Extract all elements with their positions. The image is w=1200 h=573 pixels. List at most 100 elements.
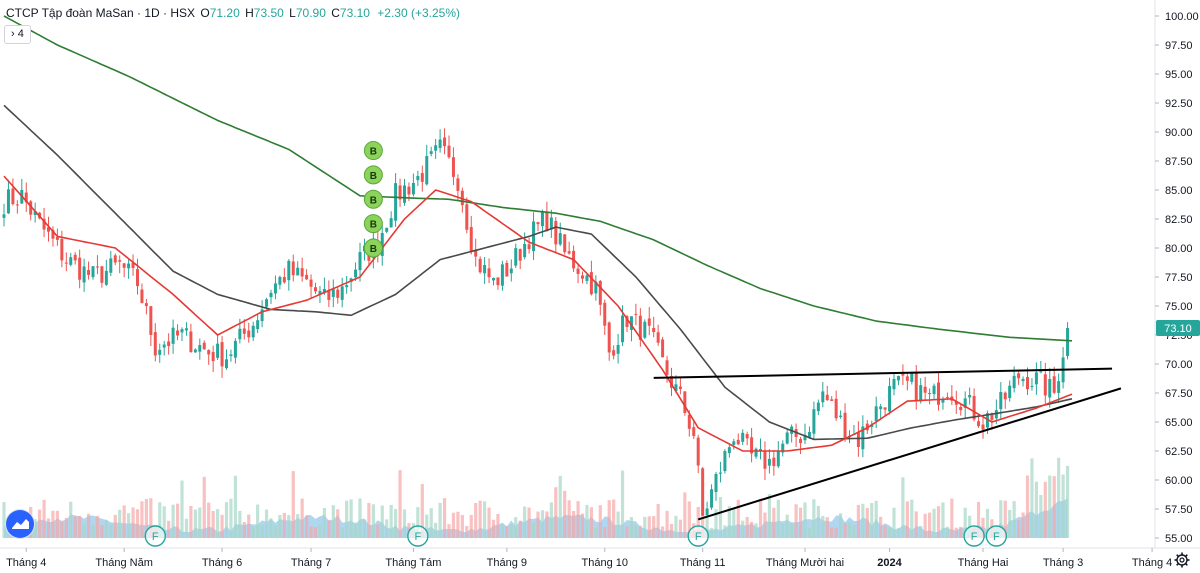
trendlines[interactable] <box>653 367 1122 521</box>
volume-bar <box>629 517 634 538</box>
trendline[interactable] <box>697 387 1122 521</box>
volume-bar <box>625 526 629 538</box>
candle-body <box>741 432 745 442</box>
candle-body <box>896 376 900 381</box>
candle-body <box>487 268 491 278</box>
candle-body <box>714 474 718 492</box>
buy-marker[interactable] <box>363 214 383 234</box>
volume-bar <box>118 509 122 538</box>
candle-body <box>910 373 914 382</box>
price-axis[interactable]: 100.00 97.50 95.00 92.50 90.00 87.50 85.00 82.5… <box>0 0 1200 549</box>
volume-bar <box>394 509 398 538</box>
buy-marker[interactable] <box>363 165 383 185</box>
volume-bar <box>207 502 211 538</box>
candle-body <box>47 227 50 232</box>
volume-bar <box>1043 481 1047 538</box>
candle-body <box>656 332 660 343</box>
signal-markers[interactable]: B B B B B F F F F F <box>144 141 1008 547</box>
candle-body <box>496 277 500 286</box>
interval[interactable]: 1D <box>144 6 160 20</box>
candle-body <box>576 268 580 274</box>
candle-body <box>941 399 945 403</box>
candle-body <box>1017 373 1021 379</box>
volume-bar <box>776 499 780 538</box>
settings-gear-icon[interactable] <box>1174 552 1190 568</box>
volume-bar <box>429 508 433 538</box>
volume-bar <box>558 475 562 538</box>
volume-bar <box>932 508 936 538</box>
candle-body <box>767 458 771 466</box>
candle-body <box>1026 377 1029 390</box>
buy-marker[interactable] <box>363 238 383 258</box>
volume-bar <box>620 470 625 538</box>
symbol-name[interactable]: CTCP Tập đoàn MaSan <box>6 6 134 20</box>
candle-body <box>104 270 108 285</box>
time-axis[interactable]: Tháng 4 Tháng Năm Tháng 6 Tháng 7 Tháng Tám T… <box>6 548 1172 569</box>
candle-body <box>536 222 540 225</box>
buy-marker[interactable] <box>363 141 383 161</box>
volume-bar <box>469 514 473 538</box>
event-marker[interactable] <box>144 525 167 547</box>
volume-bar <box>322 508 326 538</box>
candle-body <box>451 157 455 177</box>
candle-body <box>856 432 860 447</box>
event-marker[interactable] <box>963 525 985 547</box>
volume-bar <box>781 523 785 538</box>
volume-bar <box>772 507 776 538</box>
candle-body <box>772 457 776 467</box>
volume-bar <box>269 518 273 538</box>
candle-body <box>1003 392 1007 400</box>
volume-bar <box>1034 481 1038 538</box>
candle-body <box>131 262 135 269</box>
candle-body <box>55 236 59 240</box>
event-marker[interactable] <box>985 525 1008 547</box>
volume-bar <box>1025 475 1030 538</box>
candle-body <box>1008 385 1012 399</box>
volume-bar <box>919 525 923 538</box>
candle-body <box>634 313 638 315</box>
candle-body <box>1021 378 1025 382</box>
open-label: O <box>200 6 210 20</box>
volume-bar <box>732 507 736 538</box>
buy-marker[interactable] <box>363 189 383 209</box>
volume-bar <box>527 507 531 538</box>
volume-bar <box>131 507 135 538</box>
indicators-toggle-button[interactable]: › 4 <box>4 25 31 44</box>
trendline[interactable] <box>653 367 1113 379</box>
volume-bar <box>42 499 46 538</box>
event-marker[interactable] <box>687 525 709 547</box>
candle-body <box>839 415 843 417</box>
candle-body <box>300 268 304 277</box>
event-marker[interactable] <box>407 525 429 547</box>
price-tick-label: 82.50 <box>1165 214 1193 226</box>
volume-bar <box>420 484 424 538</box>
volume-bar <box>843 523 847 538</box>
time-tick-label: Tháng 11 <box>680 557 726 569</box>
volume-bar <box>264 509 269 538</box>
candle-body <box>429 151 433 154</box>
volume-bar <box>803 502 807 538</box>
volume-bar <box>362 519 367 538</box>
candle-body <box>91 266 95 278</box>
volume-bar <box>638 525 642 538</box>
candle-body <box>558 233 562 245</box>
moving-averages <box>3 15 1073 452</box>
volume-bar <box>180 480 184 538</box>
candle-body <box>959 406 963 411</box>
volume-bar <box>839 513 843 538</box>
volume-bar <box>847 522 852 538</box>
volume-bar <box>305 515 309 538</box>
tradingview-logo-icon[interactable] <box>6 510 34 538</box>
candle-body <box>60 238 64 261</box>
volume-bar <box>247 514 251 538</box>
candle-body <box>434 145 438 151</box>
volume-bar <box>456 511 460 538</box>
candle-body <box>954 401 958 405</box>
volume-bar <box>193 509 197 538</box>
candle-body <box>816 402 820 412</box>
volume-bar <box>385 519 389 538</box>
volume-bar <box>260 525 264 538</box>
candle-body <box>754 448 758 457</box>
volume-bar <box>945 526 949 538</box>
